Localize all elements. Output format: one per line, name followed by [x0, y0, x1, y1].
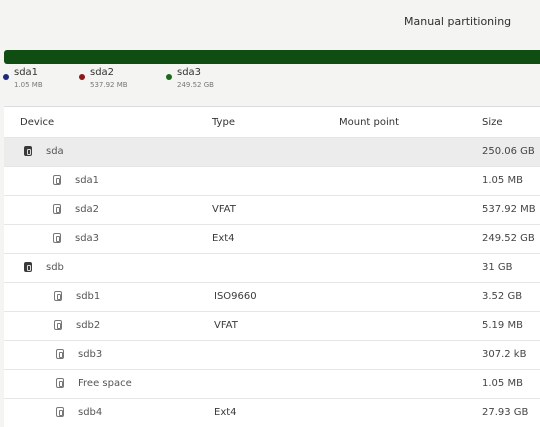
partition-icon — [56, 407, 64, 417]
table-row-sdb3[interactable]: sdb3 307.2 kB — [4, 340, 540, 369]
partition-size: 249.52 GB — [482, 233, 535, 244]
table-row-sda[interactable]: sda 250.06 GB — [4, 137, 540, 166]
device-name: sdb4 — [78, 407, 103, 418]
table-row-sdb4[interactable]: sdb4 Ext4 27.93 GB — [4, 398, 540, 427]
legend-dot-sda2 — [79, 74, 85, 80]
partition-size: 31 GB — [482, 262, 513, 273]
partition-type: Ext4 — [214, 407, 237, 418]
device-name: sdb2 — [76, 320, 101, 331]
partition-icon — [56, 349, 64, 359]
table-row-sda2[interactable]: sda2 VFAT 537.92 MB — [4, 195, 540, 224]
legend-size: 249.52 GB — [177, 81, 214, 89]
device-name: Free space — [78, 378, 132, 389]
legend-size: 537.92 MB — [90, 81, 128, 89]
partition-type: VFAT — [214, 320, 238, 331]
table-row-sdb1[interactable]: sdb1 ISO9660 3.52 GB — [4, 282, 540, 311]
disk-icon — [24, 262, 32, 272]
table-row-sdb2[interactable]: sdb2 VFAT 5.19 MB — [4, 311, 540, 340]
partition-table: Device Type Mount point Size sda 250.06 … — [4, 106, 540, 427]
legend-dot-sda1 — [3, 74, 9, 80]
legend-name: sda3 — [177, 67, 202, 78]
partition-icon — [53, 233, 61, 243]
partition-icon — [53, 204, 61, 214]
legend-size: 1.05 MB — [14, 81, 43, 89]
partition-size: 1.05 MB — [482, 378, 523, 389]
partition-type: ISO9660 — [214, 291, 257, 302]
table-row-sda3[interactable]: sda3 Ext4 249.52 GB — [4, 224, 540, 253]
free-space-icon — [56, 378, 64, 388]
column-header-type[interactable]: Type — [212, 117, 235, 128]
partition-size: 250.06 GB — [482, 146, 535, 157]
partition-size: 3.52 GB — [482, 291, 523, 302]
device-name: sda2 — [75, 204, 100, 215]
table-row-free-space[interactable]: Free space 1.05 MB — [4, 369, 540, 398]
partition-size: 307.2 kB — [482, 349, 527, 360]
partition-size: 5.19 MB — [482, 320, 523, 331]
window-title: Manual partitioning — [404, 15, 512, 28]
column-header-device[interactable]: Device — [20, 117, 55, 128]
table-header: Device Type Mount point Size — [4, 107, 540, 139]
partition-size: 27.93 GB — [482, 407, 529, 418]
column-header-size[interactable]: Size — [482, 117, 503, 128]
partition-icon — [53, 175, 61, 185]
partition-size: 1.05 MB — [482, 175, 523, 186]
legend-dot-sda3 — [166, 74, 172, 80]
legend-name: sda2 — [90, 67, 115, 78]
partition-size: 537.92 MB — [482, 204, 536, 215]
disk-icon — [24, 146, 32, 156]
partition-icon — [54, 320, 62, 330]
table-row-sda1[interactable]: sda1 1.05 MB — [4, 166, 540, 195]
device-name: sda3 — [75, 233, 100, 244]
partition-usage-bar — [4, 50, 540, 64]
column-header-mount-point[interactable]: Mount point — [339, 117, 400, 128]
device-name: sda — [46, 146, 64, 157]
partition-icon — [54, 291, 62, 301]
partition-type: Ext4 — [212, 233, 235, 244]
device-name: sda1 — [75, 175, 100, 186]
device-name: sdb3 — [78, 349, 103, 360]
table-row-sdb[interactable]: sdb 31 GB — [4, 253, 540, 282]
device-name: sdb1 — [76, 291, 101, 302]
legend-name: sda1 — [14, 67, 39, 78]
device-name: sdb — [46, 262, 64, 273]
partition-type: VFAT — [212, 204, 236, 215]
